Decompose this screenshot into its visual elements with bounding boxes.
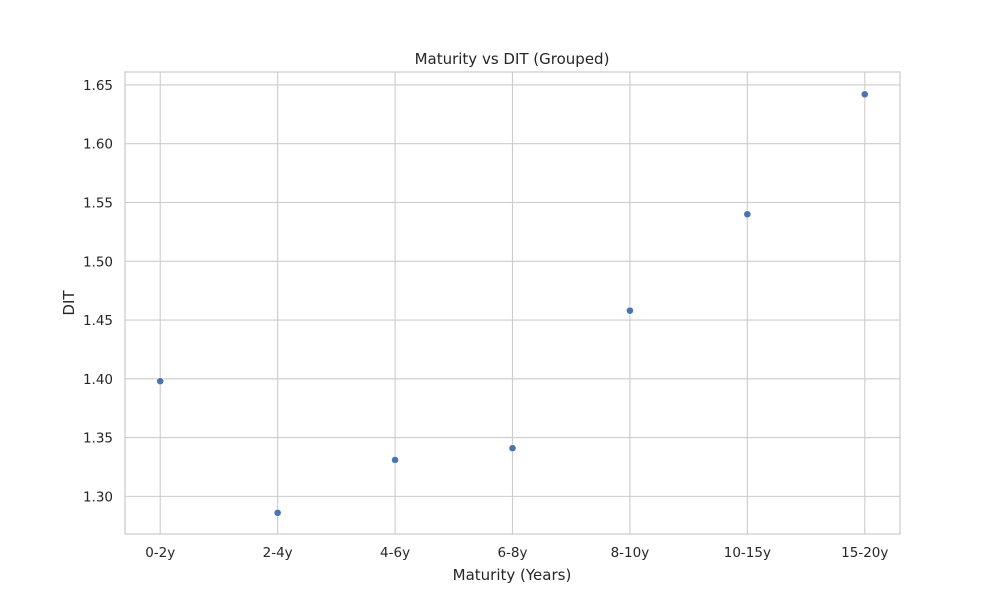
data-point	[273, 508, 282, 517]
data-point	[626, 306, 634, 315]
y-tick-labels: 1.30 1.35 1.40 1.45 1.50 1.55 1.60 1.65	[83, 78, 113, 505]
y-tick-label: 1.60	[83, 137, 113, 153]
data-point	[860, 90, 869, 99]
data-point	[743, 210, 752, 219]
chart-title: Maturity vs DIT (Grouped)	[415, 50, 610, 68]
x-tick-labels: 0-2y 2-4y 4-6y 6-8y 8-10y 10-15y 15-20y	[145, 545, 888, 561]
y-tick-label: 1.55	[83, 195, 113, 211]
x-tick-label: 4-6y	[380, 545, 410, 561]
x-tick-label: 6-8y	[497, 545, 527, 561]
y-tick-label: 1.50	[83, 254, 113, 270]
x-tick-label: 15-20y	[841, 545, 888, 561]
data-points	[156, 90, 869, 517]
grid-lines	[125, 72, 900, 534]
x-tick-label: 10-15y	[724, 545, 771, 561]
y-tick-label: 1.30	[83, 489, 113, 505]
x-tick-label: 8-10y	[611, 545, 650, 561]
y-tick-label: 1.65	[83, 78, 113, 94]
y-tick-label: 1.45	[83, 313, 113, 329]
x-tick-label: 0-2y	[145, 545, 175, 561]
data-point	[156, 377, 165, 386]
data-point	[508, 444, 517, 453]
y-tick-label: 1.40	[83, 372, 113, 388]
data-point	[391, 456, 399, 464]
plot-area-frame	[124, 71, 901, 535]
x-axis-label: Maturity (Years)	[453, 566, 572, 584]
x-tick-label: 2-4y	[263, 545, 293, 561]
y-tick-label: 1.35	[83, 431, 113, 447]
y-axis-label: DIT	[60, 290, 78, 316]
